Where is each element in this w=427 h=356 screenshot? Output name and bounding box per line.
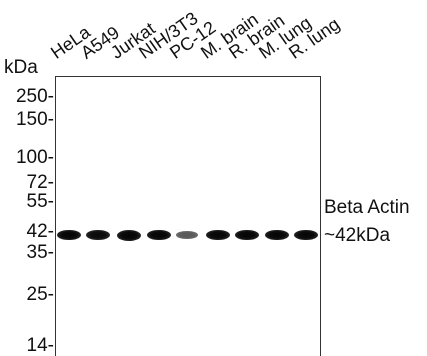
marker-label: 150- bbox=[15, 109, 54, 130]
protein-band bbox=[57, 229, 81, 241]
molecular-weight-unit: kDa bbox=[4, 57, 38, 78]
blot-frame bbox=[55, 76, 321, 356]
protein-band bbox=[265, 229, 289, 241]
protein-band bbox=[147, 229, 171, 241]
marker-label: 55- bbox=[26, 191, 54, 212]
marker-label: 35- bbox=[26, 242, 54, 263]
marker-label: 72- bbox=[26, 172, 54, 193]
protein-band bbox=[235, 229, 259, 241]
marker-label: 250- bbox=[15, 86, 54, 107]
protein-band bbox=[86, 229, 110, 241]
marker-label: 14- bbox=[26, 335, 54, 356]
marker-label: 100- bbox=[15, 147, 54, 168]
target-size-label: ~42kDa bbox=[324, 225, 391, 246]
protein-band bbox=[206, 229, 230, 241]
marker-label: 25- bbox=[26, 284, 54, 305]
protein-band bbox=[176, 230, 198, 240]
target-name-label: Beta Actin bbox=[324, 197, 410, 218]
marker-label: 42- bbox=[26, 221, 54, 242]
protein-band bbox=[117, 229, 141, 241]
protein-band bbox=[294, 229, 318, 241]
